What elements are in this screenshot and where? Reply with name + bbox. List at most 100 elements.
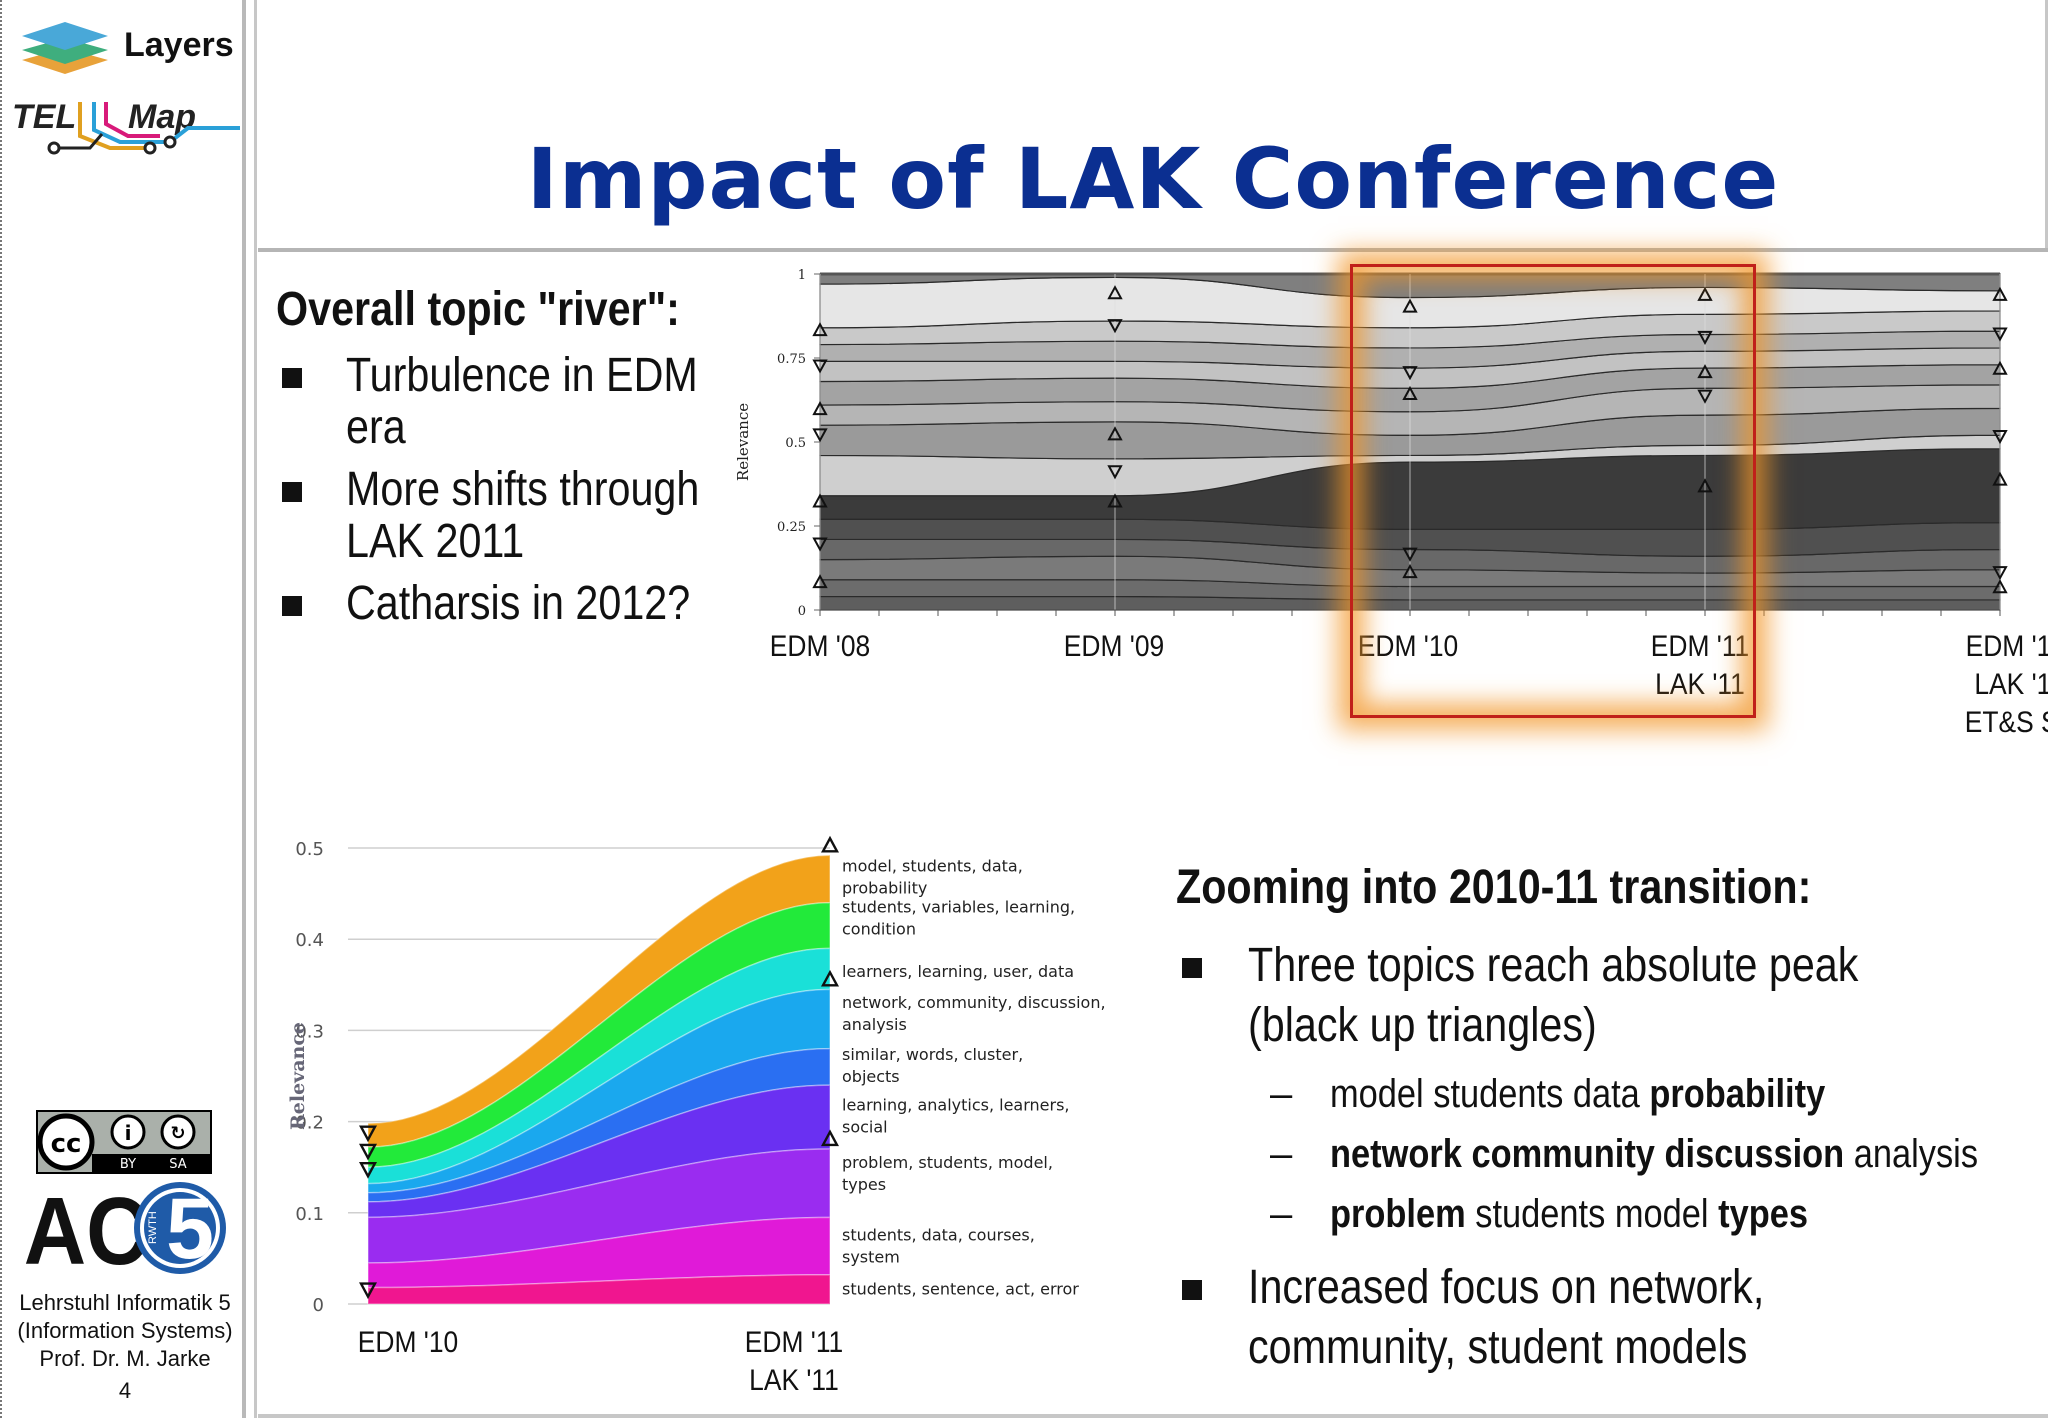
svg-text:↻: ↻ (170, 1123, 185, 1144)
zoom-ytick-label: 0.2 (295, 1113, 324, 1134)
river-ytick-label: 0.75 (777, 352, 806, 367)
river-ytick-label: 0 (798, 604, 806, 619)
rwth-text: RWTH (147, 1211, 159, 1244)
zoom-triangle-marker (358, 1125, 378, 1143)
river-triangle-marker (1697, 330, 1713, 345)
river-xlabel-1: EDM '09 (1063, 630, 1165, 663)
zoom-series-label: problem, students, model, (842, 1153, 1053, 1172)
zoom-series-label: social (842, 1117, 888, 1136)
river-triangle-marker (1107, 426, 1123, 441)
river-triangle-marker (812, 401, 828, 416)
affiliation-line3: Prof. Dr. M. Jarke (39, 1346, 211, 1371)
zoom-series-label: students, data, courses, (842, 1226, 1035, 1245)
zoom-series-label: similar, words, cluster, (842, 1045, 1023, 1064)
sidebar: Layers TEL Map cc i ↻ BY SA AC 5 RWTH Le… (0, 0, 246, 1418)
zoom-series-label: model, students, data, (842, 856, 1023, 875)
river-triangle-marker (812, 359, 828, 374)
zoom-ytick-label: 0.5 (295, 839, 324, 860)
telmap-logo-text: TEL (12, 98, 76, 136)
svg-text:i: i (125, 1121, 132, 1145)
river-ytick-label: 1 (798, 268, 806, 283)
river-triangle-marker (812, 574, 828, 589)
zoom-ytick-label: 0.4 (295, 930, 324, 951)
cc-by-text: BY (120, 1157, 136, 1172)
river-xlabel-2: EDM '10 (1357, 630, 1459, 663)
zoom-series-label: analysis (842, 1015, 907, 1034)
river-ytick-label: 0.25 (777, 520, 806, 535)
zoom-ylabel: Relevance (287, 1022, 309, 1130)
layers-label[interactable]: Layers (124, 26, 234, 64)
zoom-triangle-marker (820, 1129, 840, 1147)
river-triangle-marker (1992, 579, 2008, 594)
zoom-series-label: system (842, 1248, 900, 1267)
ac5-logo: AC 5 RWTH (24, 1178, 226, 1278)
river-triangle-marker (1697, 389, 1713, 404)
zoom-series-label: learning, analytics, learners, (842, 1095, 1070, 1114)
telmap-logo: TEL Map (12, 98, 240, 155)
zoom-area-band (367, 1274, 831, 1305)
affiliation-line2: (Information Systems) (17, 1318, 233, 1343)
zoom-heading: Zooming into 2010-11 transition: (1176, 861, 1812, 914)
zoom-series-label: students, sentence, act, error (842, 1279, 1079, 1298)
zoom-triangle-marker (358, 1162, 378, 1179)
affiliation-line1: Lehrstuhl Informatik 5 (19, 1290, 231, 1315)
river-triangle-marker (1107, 285, 1123, 300)
river-triangle-marker (1107, 319, 1123, 334)
cc-sa-text: SA (169, 1157, 186, 1172)
zoom-triangle-marker (358, 1143, 378, 1161)
river-triangle-marker (1107, 493, 1123, 508)
river-triangle-marker (1992, 471, 2008, 486)
river-xlabel-0: EDM '08 (769, 630, 871, 663)
river-triangle-marker (812, 493, 828, 508)
river-heading: Overall topic "river": (276, 283, 680, 336)
title-divider (258, 248, 2048, 252)
river-triangle-marker (1402, 385, 1418, 400)
zoom-series-label: students, variables, learning, (842, 897, 1075, 916)
slide-title: Impact of LAK Conference (526, 130, 1780, 228)
river-triangle-marker (812, 428, 828, 443)
zoom-series-label: types (842, 1175, 886, 1194)
svg-text:AC: AC (24, 1178, 149, 1278)
page-number: 4 (118, 1378, 132, 1403)
zoom-series-label: probability (842, 878, 927, 897)
river-triangle-marker (1992, 286, 2008, 301)
zoom-area-chart: 0.5 0.4 0.3 0.2 0.1 0 Relevance model, students… (287, 835, 1106, 1316)
zoom-series-label: condition (842, 919, 916, 938)
bullet-square-icon (282, 596, 302, 616)
frame-bottom (258, 1414, 2048, 1418)
river-triangle-marker (1107, 465, 1123, 480)
zoom-ytick-label: 0 (313, 1295, 324, 1316)
river-xlabel-4: EDM '12LAK '12ET&S SI (1964, 630, 2048, 739)
zoom-triangle-marker (358, 1282, 378, 1300)
svg-text:5: 5 (166, 1181, 214, 1277)
zoom-series-label: learners, learning, user, data (842, 962, 1074, 981)
zoom-xlabel-1: EDM '11 LAK '11 (744, 1326, 844, 1397)
river-triangle-marker (1697, 286, 1713, 301)
river-triangle-marker (812, 322, 828, 337)
highlight-box (1350, 264, 1756, 718)
layers-icon[interactable] (20, 16, 110, 76)
river-triangle-marker (1402, 563, 1418, 579)
frame-left (254, 0, 257, 1418)
zoom-series-label: network, community, discussion, (842, 993, 1106, 1012)
zoom-series-label: objects (842, 1067, 900, 1086)
river-triangle-marker (1992, 327, 2008, 342)
frame-right (2045, 0, 2048, 250)
cc-by-sa-badge: cc i ↻ BY SA (36, 1110, 212, 1174)
svg-text:cc: cc (51, 1129, 82, 1159)
river-triangle-marker (1992, 430, 2008, 445)
river-triangle-marker (1402, 547, 1418, 562)
bullet-square-icon (282, 368, 302, 388)
river-ylabel: Relevance (734, 403, 752, 481)
bullet-square-icon (282, 482, 302, 502)
zoom-ytick-label: 0.3 (295, 1021, 324, 1042)
river-triangle-marker (1402, 298, 1418, 313)
river-triangle-marker (812, 537, 828, 552)
river-xlabel-3: EDM '11 LAK '11 (1650, 630, 1750, 701)
river-triangle-marker (1697, 364, 1713, 379)
river-triangle-marker (1992, 566, 2008, 581)
river-triangle-marker (1402, 366, 1418, 381)
zoom-xlabel-0: EDM '10 (357, 1326, 459, 1359)
zoom-triangle-marker (820, 969, 840, 987)
bullet-square-icon (1182, 958, 1202, 978)
